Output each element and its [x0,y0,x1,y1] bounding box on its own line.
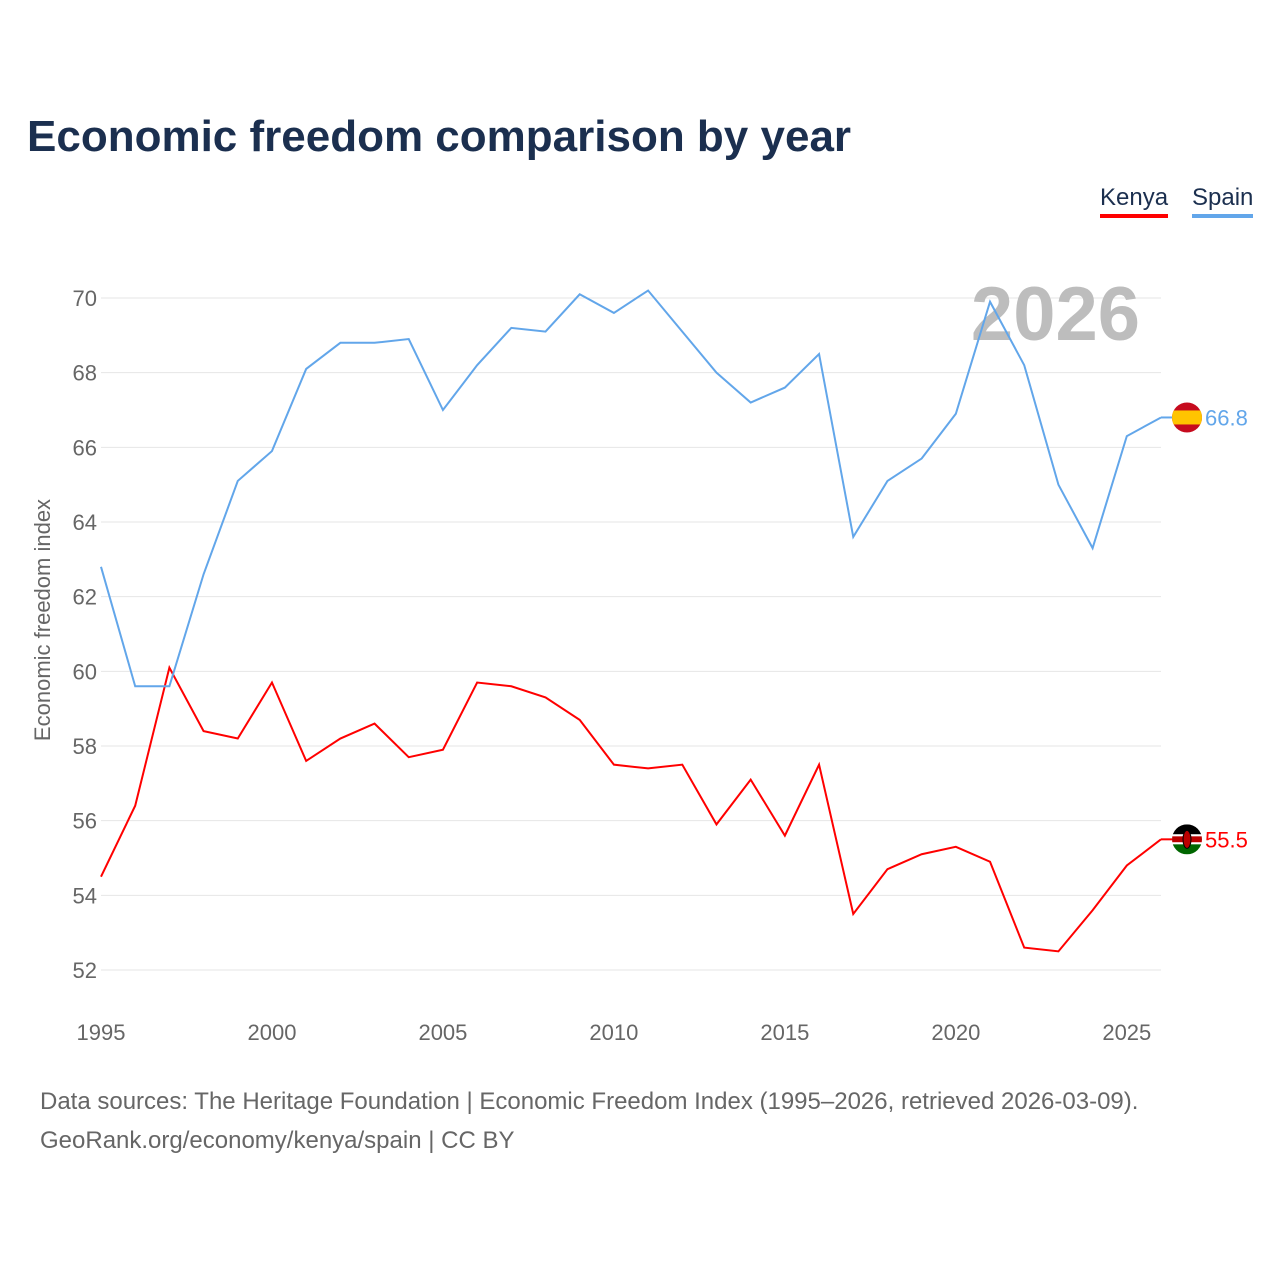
end-value-label: 55.5 [1205,827,1248,852]
x-tick-label: 2020 [931,1020,980,1045]
y-tick-label: 70 [73,286,97,311]
spain-flag-icon [1172,402,1202,433]
series-line-spain[interactable] [100,289,1162,688]
x-tick-label: 2000 [247,1020,296,1045]
y-tick-label: 58 [73,734,97,759]
y-tick-label: 68 [73,361,97,386]
x-tick-label: 1995 [77,1020,126,1045]
y-tick-label: 56 [73,809,97,834]
year-watermark: 2026 [971,272,1140,357]
x-tick-label: 2005 [418,1020,467,1045]
y-axis-label: Economic freedom index [30,499,55,741]
x-tick-label: 2010 [589,1020,638,1045]
y-tick-label: 66 [73,435,97,460]
chart-title: Economic freedom comparison by year [27,112,852,161]
y-tick-label: 62 [73,585,97,610]
legend-spain[interactable]: Spain [1192,184,1254,218]
footer-sources: Data sources: The Heritage Foundation | … [40,1088,1139,1115]
end-value-label: 66.8 [1205,405,1248,430]
kenya-flag-icon [1172,824,1202,855]
y-tick-label: 54 [73,883,97,908]
x-tick-label: 2025 [1102,1020,1151,1045]
series-line-kenya[interactable] [100,664,1162,953]
legend-kenya[interactable]: Kenya [1100,184,1169,218]
x-tick-label: 2015 [760,1020,809,1045]
y-tick-label: 52 [73,958,97,983]
y-tick-label: 64 [73,510,97,535]
y-tick-label: 60 [73,659,97,684]
footer-link[interactable]: GeoRank.org/economy/kenya/spain | CC BY [40,1127,515,1154]
